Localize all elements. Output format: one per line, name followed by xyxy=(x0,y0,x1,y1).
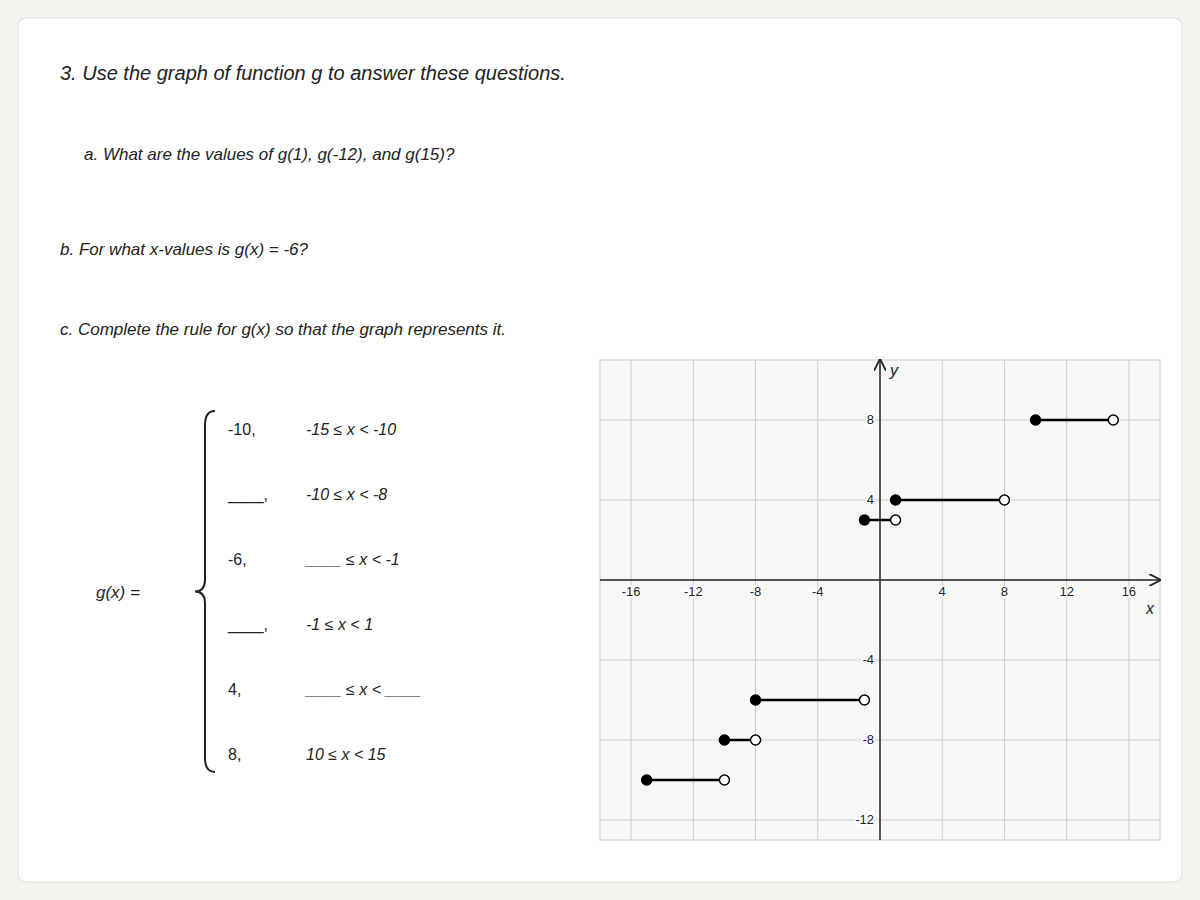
tick-label: -4 xyxy=(862,652,874,667)
grid-line xyxy=(693,360,694,840)
tick-label: 8 xyxy=(1001,584,1008,599)
closed-dot xyxy=(859,515,869,525)
rule-condition: -15 ≤ x < -10 xyxy=(306,421,396,438)
closed-dot xyxy=(751,695,761,705)
tick-label: -12 xyxy=(855,812,874,827)
closed-dot xyxy=(1031,415,1041,425)
closed-dot xyxy=(891,495,901,505)
grid-line xyxy=(1004,360,1005,840)
closed-dot xyxy=(719,735,729,745)
plot xyxy=(600,360,1160,840)
grid-line xyxy=(755,360,756,840)
segment xyxy=(647,779,725,782)
rule-value: ____, xyxy=(227,616,268,634)
rule-label: g(x) = xyxy=(96,583,140,602)
grid-line xyxy=(1066,360,1067,840)
rule-value: -6, xyxy=(228,551,247,568)
tick-label: 4 xyxy=(867,492,874,507)
grid-line xyxy=(942,360,943,840)
grid-line xyxy=(631,360,632,840)
title: 3. Use the graph of function g to answer… xyxy=(60,62,566,84)
grid-line xyxy=(1128,360,1129,840)
question: a. What are the values of g(1), g(-12), … xyxy=(84,145,455,164)
question: b. For what x-values is g(x) = -6? xyxy=(60,240,309,259)
tick-label: -8 xyxy=(750,584,762,599)
open-dot xyxy=(1108,415,1118,425)
axis-label: x xyxy=(1145,600,1155,617)
open-dot xyxy=(891,515,901,525)
segment xyxy=(1036,419,1114,422)
rule-value: -10, xyxy=(228,421,256,438)
open-dot xyxy=(999,495,1009,505)
tick-label: -4 xyxy=(812,584,824,599)
brace xyxy=(195,411,215,772)
y-axis xyxy=(879,360,881,840)
rule-value: 8, xyxy=(228,746,241,763)
axis-label: y xyxy=(889,362,899,379)
rule-condition: 10 ≤ x < 15 xyxy=(306,746,386,763)
rule-condition: -10 ≤ x < -8 xyxy=(306,486,387,503)
tick-label: -12 xyxy=(684,584,703,599)
open-dot xyxy=(719,775,729,785)
tick-label: 8 xyxy=(867,412,874,427)
tick-label: -8 xyxy=(862,732,874,747)
rule-condition: ____ ≤ x < ____ xyxy=(304,681,421,698)
rule-value: ____, xyxy=(227,486,268,504)
rule-condition: -1 ≤ x < 1 xyxy=(306,616,373,633)
segment xyxy=(756,699,865,702)
page xyxy=(18,18,1182,882)
closed-dot xyxy=(642,775,652,785)
tick-label: -16 xyxy=(622,584,641,599)
tick-label: 4 xyxy=(939,584,946,599)
segment xyxy=(896,499,1005,502)
rule-value: 4, xyxy=(228,681,241,698)
open-dot xyxy=(859,695,869,705)
tick-label: 16 xyxy=(1122,584,1136,599)
segments xyxy=(642,415,1119,785)
tick-label: 12 xyxy=(1059,584,1073,599)
open-dot xyxy=(751,735,761,745)
question: c. Complete the rule for g(x) so that th… xyxy=(60,320,506,339)
grid-line xyxy=(817,360,818,840)
chart: 3. Use the graph of function g to answer… xyxy=(0,0,1200,900)
plot-frame xyxy=(600,360,1160,840)
rule-condition: ____ ≤ x < -1 xyxy=(304,551,400,568)
